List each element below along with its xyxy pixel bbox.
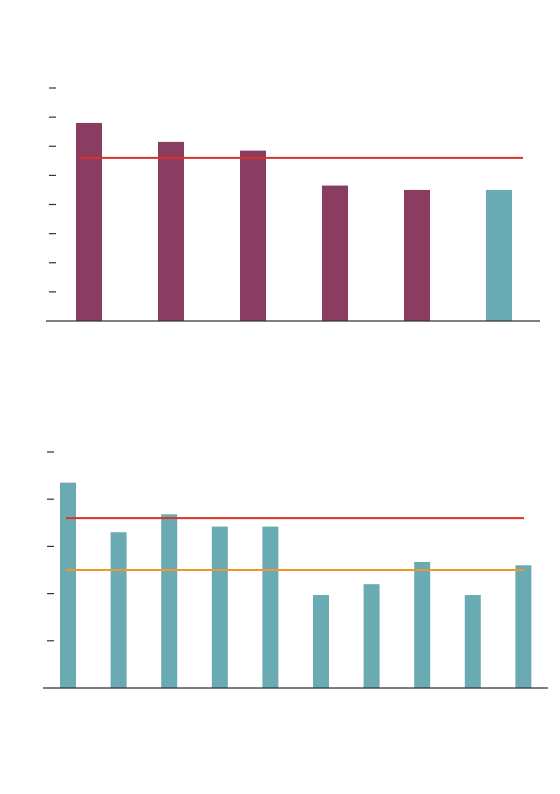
bar-4 (322, 185, 348, 321)
chart-bottom (43, 451, 548, 689)
bar-7 (363, 584, 380, 688)
bar-1 (76, 122, 102, 321)
bar-2 (158, 141, 184, 321)
bar-4 (211, 526, 228, 688)
bar-3 (161, 514, 178, 688)
bar-3 (240, 150, 266, 321)
chart-top (46, 87, 540, 322)
bar-2 (110, 532, 127, 688)
bar-1 (60, 482, 76, 688)
bar-6 (313, 595, 329, 688)
bar-5 (404, 189, 430, 321)
bar-9 (464, 595, 481, 688)
bar-8 (414, 561, 431, 688)
bar-10 (515, 565, 532, 688)
bar-5 (262, 526, 279, 688)
bar-6 (486, 189, 512, 321)
